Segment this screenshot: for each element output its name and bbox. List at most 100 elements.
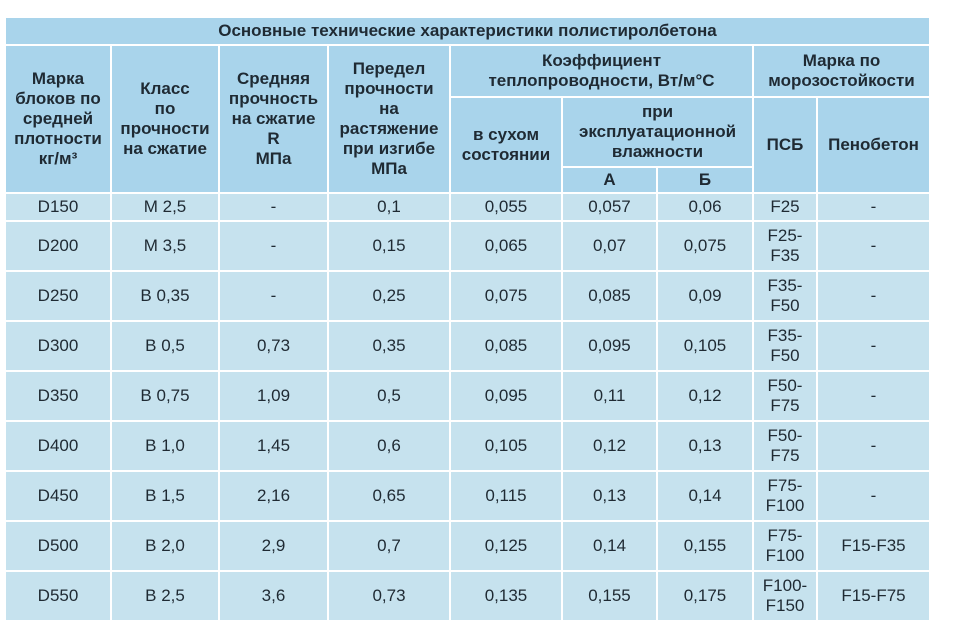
- cell-foam: -: [818, 194, 929, 220]
- cell-psb: F50- F75: [754, 422, 816, 470]
- cell-avg-strength: -: [220, 194, 327, 220]
- cell-dry: 0,135: [451, 572, 561, 620]
- cell-tensile: 0,65: [329, 472, 449, 520]
- cell-grade: D200: [6, 222, 110, 270]
- cell-grade: D550: [6, 572, 110, 620]
- cell-dry: 0,075: [451, 272, 561, 320]
- cell-a: 0,12: [563, 422, 656, 470]
- header-a: А: [563, 168, 656, 192]
- table-row: D400 В 1,0 1,45 0,6 0,105 0,12 0,13 F50- F75-: [6, 422, 929, 470]
- header-tensile: Передел прочности на растяжение при изги…: [329, 46, 449, 192]
- cell-b: 0,06: [658, 194, 752, 220]
- cell-psb: F100- F150: [754, 572, 816, 620]
- cell-a: 0,057: [563, 194, 656, 220]
- header-psb: ПСБ: [754, 98, 816, 192]
- cell-class: В 1,0: [112, 422, 218, 470]
- table-row: D450 В 1,5 2,16 0,65 0,115 0,13 0,14 F75- F100-: [6, 472, 929, 520]
- header-avg-strength: Средняя прочность на сжатие R МПа: [220, 46, 327, 192]
- cell-psb: F25- F35: [754, 222, 816, 270]
- cell-class: М 3,5: [112, 222, 218, 270]
- cell-grade: D250: [6, 272, 110, 320]
- cell-a: 0,095: [563, 322, 656, 370]
- cell-b: 0,12: [658, 372, 752, 420]
- header-b: Б: [658, 168, 752, 192]
- header-dry: в сухом состоянии: [451, 98, 561, 192]
- cell-foam: -: [818, 372, 929, 420]
- cell-dry: 0,125: [451, 522, 561, 570]
- cell-dry: 0,055: [451, 194, 561, 220]
- cell-grade: D500: [6, 522, 110, 570]
- cell-a: 0,11: [563, 372, 656, 420]
- cell-class: В 0,5: [112, 322, 218, 370]
- table-row: D150 М 2,5-0,1 0,055 0,057 0,06 F25-: [6, 194, 929, 220]
- cell-avg-strength: -: [220, 272, 327, 320]
- cell-b: 0,175: [658, 572, 752, 620]
- cell-tensile: 0,35: [329, 322, 449, 370]
- cell-tensile: 0,15: [329, 222, 449, 270]
- cell-avg-strength: 1,09: [220, 372, 327, 420]
- cell-foam: -: [818, 272, 929, 320]
- cell-grade: D150: [6, 194, 110, 220]
- cell-a: 0,14: [563, 522, 656, 570]
- cell-foam: -: [818, 422, 929, 470]
- specs-table: Основные технические характеристики поли…: [4, 16, 931, 622]
- cell-avg-strength: 0,73: [220, 322, 327, 370]
- header-conductivity: Коэффициент теплопроводности, Вт/м°С: [451, 46, 752, 96]
- cell-a: 0,085: [563, 272, 656, 320]
- cell-dry: 0,115: [451, 472, 561, 520]
- cell-class: В 2,5: [112, 572, 218, 620]
- cell-avg-strength: 3,6: [220, 572, 327, 620]
- cell-avg-strength: 1,45: [220, 422, 327, 470]
- cell-tensile: 0,73: [329, 572, 449, 620]
- table-row: D200 М 3,5-0,15 0,065 0,07 0,075 F25- F35-: [6, 222, 929, 270]
- table-row: D300 В 0,5 0,73 0,35 0,085 0,095 0,105 F35- F50…: [6, 322, 929, 370]
- cell-class: В 2,0: [112, 522, 218, 570]
- header-grade: Марка блоков по средней плотности кг/м³: [6, 46, 110, 192]
- cell-psb: F75- F100: [754, 472, 816, 520]
- cell-dry: 0,065: [451, 222, 561, 270]
- header-class: Класс по прочности на сжатие: [112, 46, 218, 192]
- cell-tensile: 0,7: [329, 522, 449, 570]
- cell-b: 0,13: [658, 422, 752, 470]
- header-operational: при эксплуатационной влажности: [563, 98, 752, 166]
- cell-b: 0,075: [658, 222, 752, 270]
- cell-avg-strength: 2,16: [220, 472, 327, 520]
- cell-grade: D400: [6, 422, 110, 470]
- cell-foam: -: [818, 322, 929, 370]
- cell-dry: 0,105: [451, 422, 561, 470]
- cell-a: 0,07: [563, 222, 656, 270]
- cell-b: 0,09: [658, 272, 752, 320]
- table-row: D350 В 0,75 1,09 0,5 0,095 0,11 0,12 F50- F75-: [6, 372, 929, 420]
- cell-tensile: 0,5: [329, 372, 449, 420]
- cell-grade: D300: [6, 322, 110, 370]
- cell-class: М 2,5: [112, 194, 218, 220]
- cell-psb: F50- F75: [754, 372, 816, 420]
- cell-b: 0,155: [658, 522, 752, 570]
- cell-tensile: 0,6: [329, 422, 449, 470]
- table-row: D250 В 0,35-0,25 0,075 0,085 0,09 F35- F50-: [6, 272, 929, 320]
- cell-avg-strength: 2,9: [220, 522, 327, 570]
- cell-class: В 0,75: [112, 372, 218, 420]
- cell-class: В 1,5: [112, 472, 218, 520]
- cell-class: В 0,35: [112, 272, 218, 320]
- cell-grade: D450: [6, 472, 110, 520]
- header-foam: Пенобетон: [818, 98, 929, 192]
- cell-psb: F75- F100: [754, 522, 816, 570]
- cell-psb: F25: [754, 194, 816, 220]
- table-row: D550 В 2,5 3,6 0,73 0,135 0,155 0,175 F100- F15…: [6, 572, 929, 620]
- cell-b: 0,14: [658, 472, 752, 520]
- cell-psb: F35- F50: [754, 322, 816, 370]
- cell-a: 0,155: [563, 572, 656, 620]
- cell-tensile: 0,1: [329, 194, 449, 220]
- cell-dry: 0,085: [451, 322, 561, 370]
- table-body: D150 М 2,5-0,1 0,055 0,057 0,06 F25- D200 М 3,5…: [6, 194, 929, 620]
- table-title: Основные технические характеристики поли…: [6, 18, 929, 44]
- cell-foam: F15-F75: [818, 572, 929, 620]
- cell-foam: -: [818, 472, 929, 520]
- table-row: D500 В 2,0 2,9 0,7 0,125 0,14 0,155 F75- F100 F1…: [6, 522, 929, 570]
- cell-a: 0,13: [563, 472, 656, 520]
- cell-b: 0,105: [658, 322, 752, 370]
- cell-avg-strength: -: [220, 222, 327, 270]
- header-frost: Марка по морозостойкости: [754, 46, 929, 96]
